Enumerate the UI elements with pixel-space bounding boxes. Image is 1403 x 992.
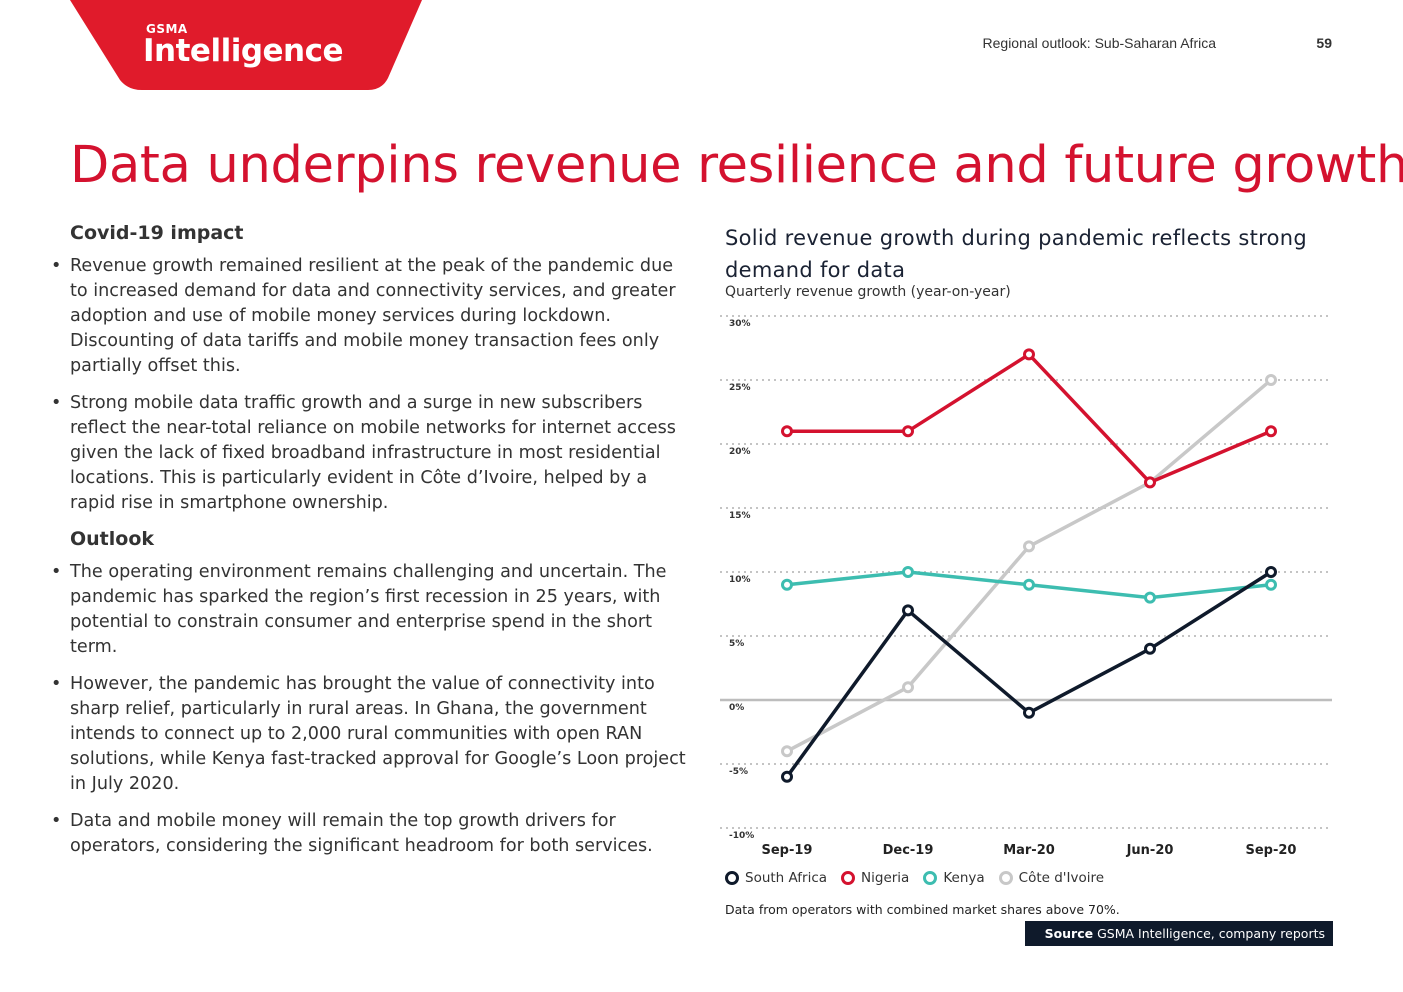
data-point: [1023, 706, 1035, 719]
data-point: [1144, 476, 1156, 489]
covid-bullet-list: Revenue growth remained resilient at the…: [48, 254, 688, 516]
legend-label: Kenya: [943, 870, 985, 886]
source-box: Source GSMA Intelligence, company report…: [1025, 921, 1333, 946]
chart-legend: South Africa Nigeria Kenya Côte d'Ivoire: [725, 870, 1118, 886]
legend-swatch: [725, 871, 739, 885]
bullet-item: Data and mobile money will remain the to…: [48, 809, 688, 859]
legend-swatch: [841, 871, 856, 885]
y-tick-label: 0%: [729, 703, 744, 713]
series-line: [787, 352, 1272, 485]
data-point: [781, 425, 793, 438]
legend-item: Kenya: [923, 870, 985, 886]
legend-swatch: [998, 871, 1013, 885]
data-point: [902, 681, 914, 694]
y-tick-label: -5%: [729, 767, 748, 777]
chart-note: Data from operators with combined market…: [725, 902, 1120, 917]
y-tick-label: -10%: [729, 831, 754, 841]
bullet-item: The operating environment remains challe…: [48, 560, 688, 660]
data-point: [1023, 540, 1035, 553]
data-point: [902, 425, 914, 438]
bullet-item: However, the pandemic has brought the va…: [48, 672, 688, 797]
legend-label: Nigeria: [861, 870, 910, 886]
y-tick-label: 5%: [729, 639, 744, 649]
data-point: [1265, 566, 1277, 578]
y-tick-label: 30%: [729, 319, 751, 329]
data-point: [1265, 374, 1277, 386]
data-point: [781, 578, 793, 591]
source-label: Source: [1044, 926, 1094, 941]
data-point: [1265, 578, 1277, 591]
legend-label: Côte d'Ivoire: [1018, 870, 1105, 886]
body-text-column: Covid-19 impact Revenue growth remained …: [48, 222, 688, 871]
x-tick-label: Dec-19: [883, 843, 934, 858]
data-point: [781, 770, 793, 783]
legend-item: Nigeria: [841, 870, 909, 886]
chart-subtitle: Quarterly revenue growth (year-on-year): [725, 284, 1011, 300]
legend-item: Côte d'Ivoire: [998, 870, 1105, 886]
x-tick-label: Sep-20: [1246, 843, 1297, 858]
page-title: Data underpins revenue resilience and fu…: [70, 136, 1403, 195]
section-breadcrumb: Regional outlook: Sub-Saharan Africa: [982, 35, 1216, 51]
x-tick-label: Mar-20: [1003, 843, 1055, 858]
data-point: [1144, 642, 1156, 655]
data-point: [902, 604, 914, 617]
outlook-bullet-list: The operating environment remains challe…: [48, 560, 688, 859]
bullet-item: Strong mobile data traffic growth and a …: [48, 391, 688, 516]
logo-intelligence-text: Intelligence: [143, 33, 344, 69]
x-tick-label: Sep-19: [762, 843, 813, 858]
outlook-heading: Outlook: [70, 528, 155, 550]
x-tick-label: Jun-20: [1126, 843, 1174, 858]
logo-gsma-text: GSMA: [146, 22, 188, 36]
y-tick-label: 20%: [729, 447, 751, 457]
legend-item: South Africa: [725, 870, 827, 886]
line-chart: 30% 25% 20% 15% 10% 5% 0% -5% -10% Sep-19 Dec-19 Ma…: [720, 315, 1332, 858]
legend-swatch: [923, 871, 938, 885]
logo-tab-shape: [70, 0, 422, 90]
y-tick-label: 25%: [729, 383, 751, 393]
covid-heading: Covid-19 impact: [70, 222, 244, 244]
series-line: [785, 570, 1272, 778]
data-point: [1144, 591, 1156, 604]
data-point: [1023, 348, 1035, 361]
bullet-item: Revenue growth remained resilient at the…: [48, 254, 688, 379]
data-point: [902, 566, 914, 578]
source-text: GSMA Intelligence, company reports: [1097, 926, 1325, 941]
y-tick-label: 15%: [729, 511, 751, 521]
data-point: [1023, 578, 1035, 591]
y-tick-label: 10%: [729, 575, 751, 585]
page-number: 59: [1316, 35, 1332, 51]
chart-title: Solid revenue growth during pandemic ref…: [725, 226, 1308, 282]
legend-label: South Africa: [745, 870, 828, 886]
data-point: [781, 745, 793, 758]
series-line: [786, 378, 1273, 753]
data-point: [1265, 425, 1277, 438]
